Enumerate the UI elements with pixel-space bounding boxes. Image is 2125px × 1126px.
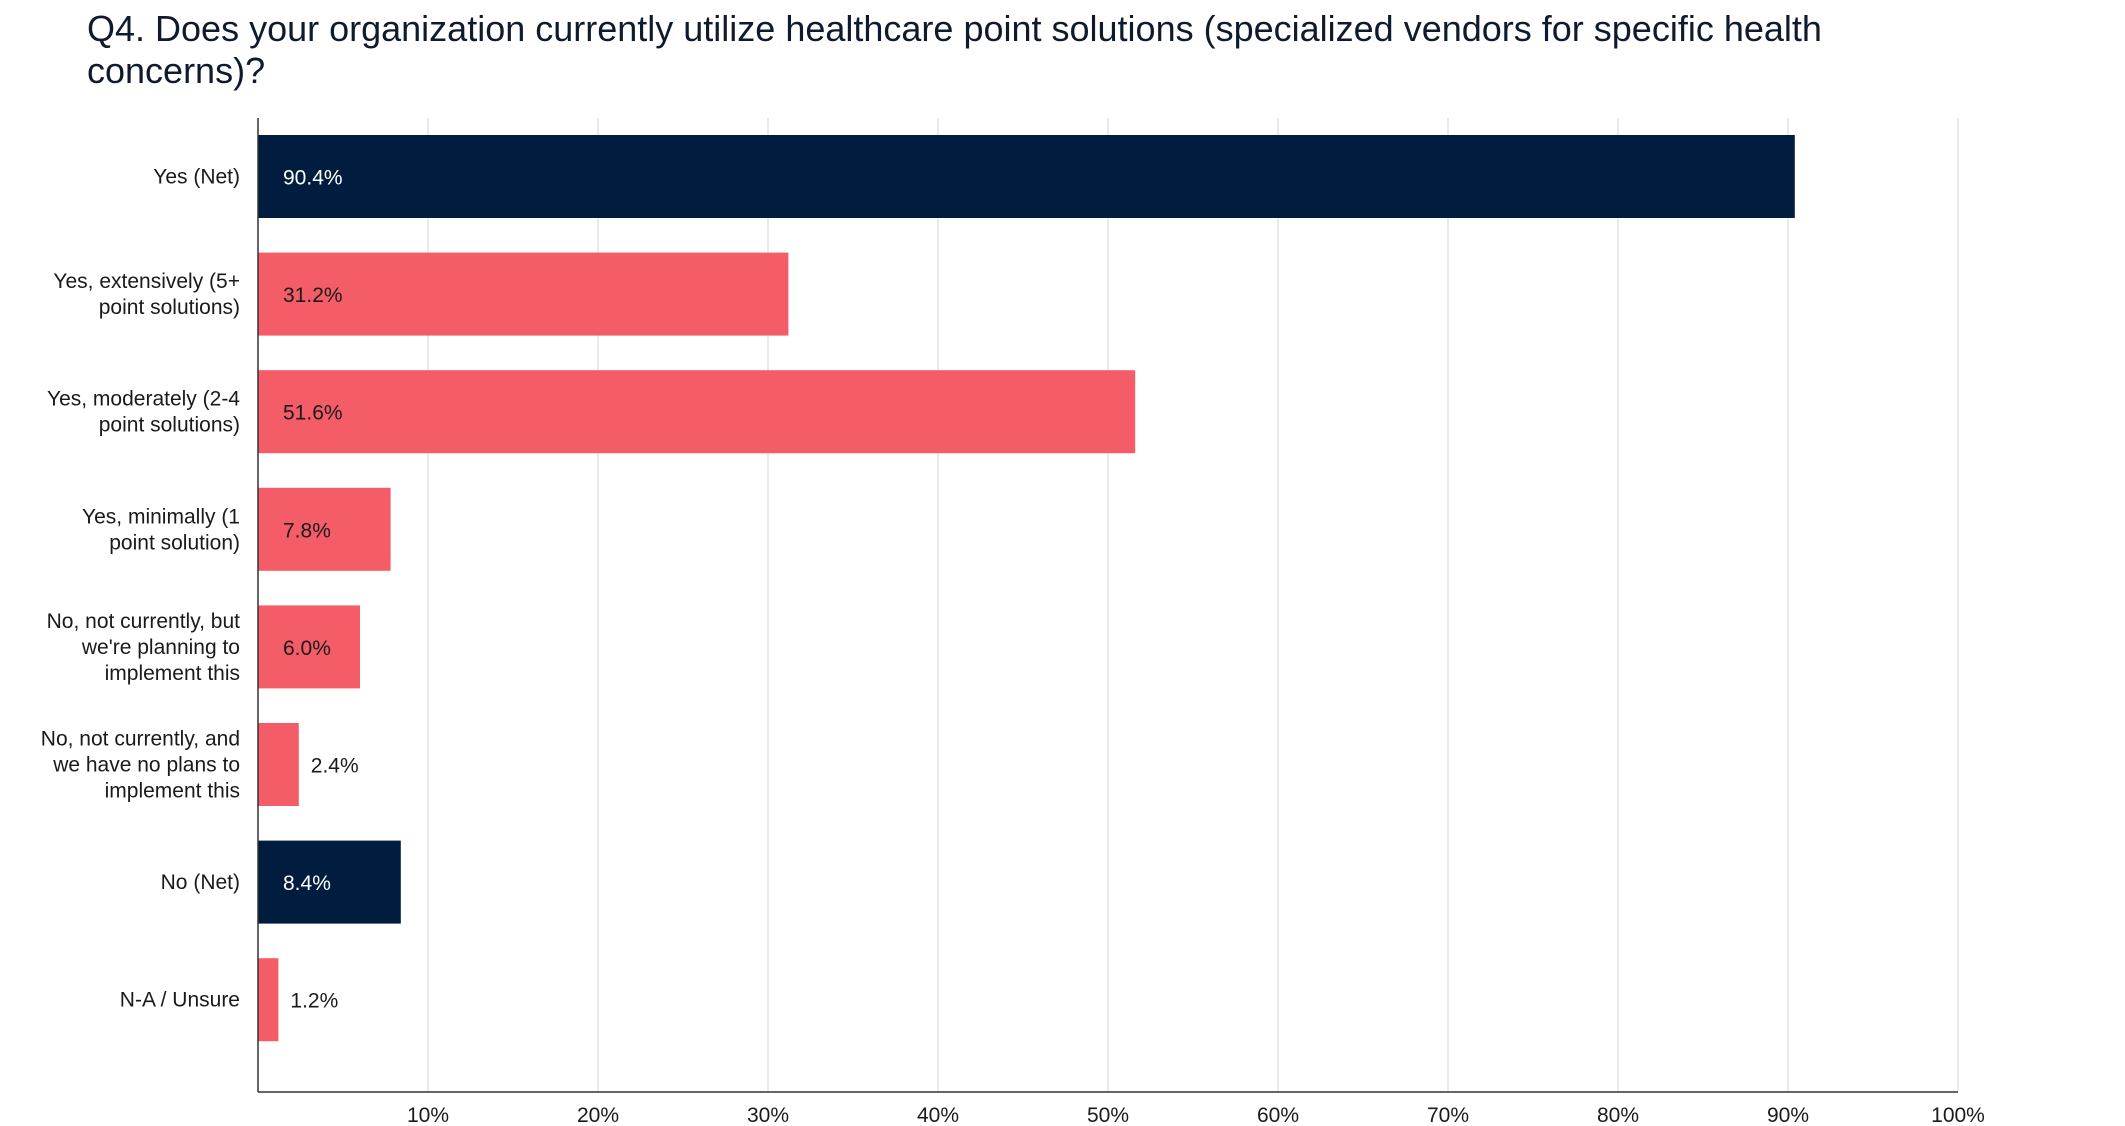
category-labels: Yes (Net) Yes, extensively (5+ point solut… bbox=[41, 166, 241, 1012]
data-label: 2.4% bbox=[311, 755, 359, 778]
category-label: No (Net) bbox=[161, 871, 240, 894]
x-tick-label: 90% bbox=[1767, 1104, 1809, 1126]
x-tick-label: 20% bbox=[577, 1104, 619, 1126]
x-tick-label: 100% bbox=[1931, 1104, 1985, 1126]
category-label: N-A / Unsure bbox=[120, 989, 240, 1012]
axes bbox=[257, 118, 1958, 1093]
data-label: 8.4% bbox=[283, 872, 331, 895]
category-label: No, not currently, and we have no plans t… bbox=[41, 728, 240, 803]
x-tick-label: 40% bbox=[917, 1104, 959, 1126]
gridlines bbox=[427, 118, 1959, 1092]
x-tick-label: 70% bbox=[1427, 1104, 1469, 1126]
x-tick-label: 80% bbox=[1597, 1104, 1639, 1126]
category-label: Yes, extensively (5+ point solutions) bbox=[53, 270, 240, 319]
bar bbox=[258, 370, 1136, 454]
bar bbox=[258, 605, 360, 689]
category-label: Yes (Net) bbox=[153, 166, 240, 189]
bar bbox=[258, 958, 279, 1042]
x-tick-label: 10% bbox=[407, 1104, 449, 1126]
bar bbox=[258, 487, 391, 571]
x-tick-label: 30% bbox=[747, 1104, 789, 1126]
data-label: 51.6% bbox=[283, 402, 343, 425]
category-label: Yes, minimally (1 point solution) bbox=[82, 505, 240, 554]
data-label: 7.8% bbox=[283, 519, 331, 542]
data-label: 31.2% bbox=[283, 284, 343, 307]
data-label: 90.4% bbox=[283, 167, 343, 190]
data-label: 6.0% bbox=[283, 637, 331, 660]
category-label: No, not currently, but we're planning to i… bbox=[47, 610, 241, 685]
bar bbox=[258, 723, 299, 806]
chart-title: Q4. Does your organization currently uti… bbox=[87, 8, 1822, 91]
bar bbox=[258, 135, 1795, 218]
x-tick-label: 60% bbox=[1257, 1104, 1299, 1126]
x-tick-labels: 10% 20% 30% 40% 50% 60% 70% 80% 90% 100% bbox=[407, 1104, 1985, 1126]
bars: 90.4% 31.2% 51.6% 7.8% 6.0% 2.4% 8.4% 1.2% bbox=[258, 135, 1795, 1042]
bar bbox=[258, 252, 789, 336]
category-label: Yes, moderately (2-4 point solutions) bbox=[47, 388, 240, 437]
x-tick-label: 50% bbox=[1087, 1104, 1129, 1126]
data-label: 1.2% bbox=[290, 990, 338, 1013]
bar bbox=[258, 840, 401, 924]
